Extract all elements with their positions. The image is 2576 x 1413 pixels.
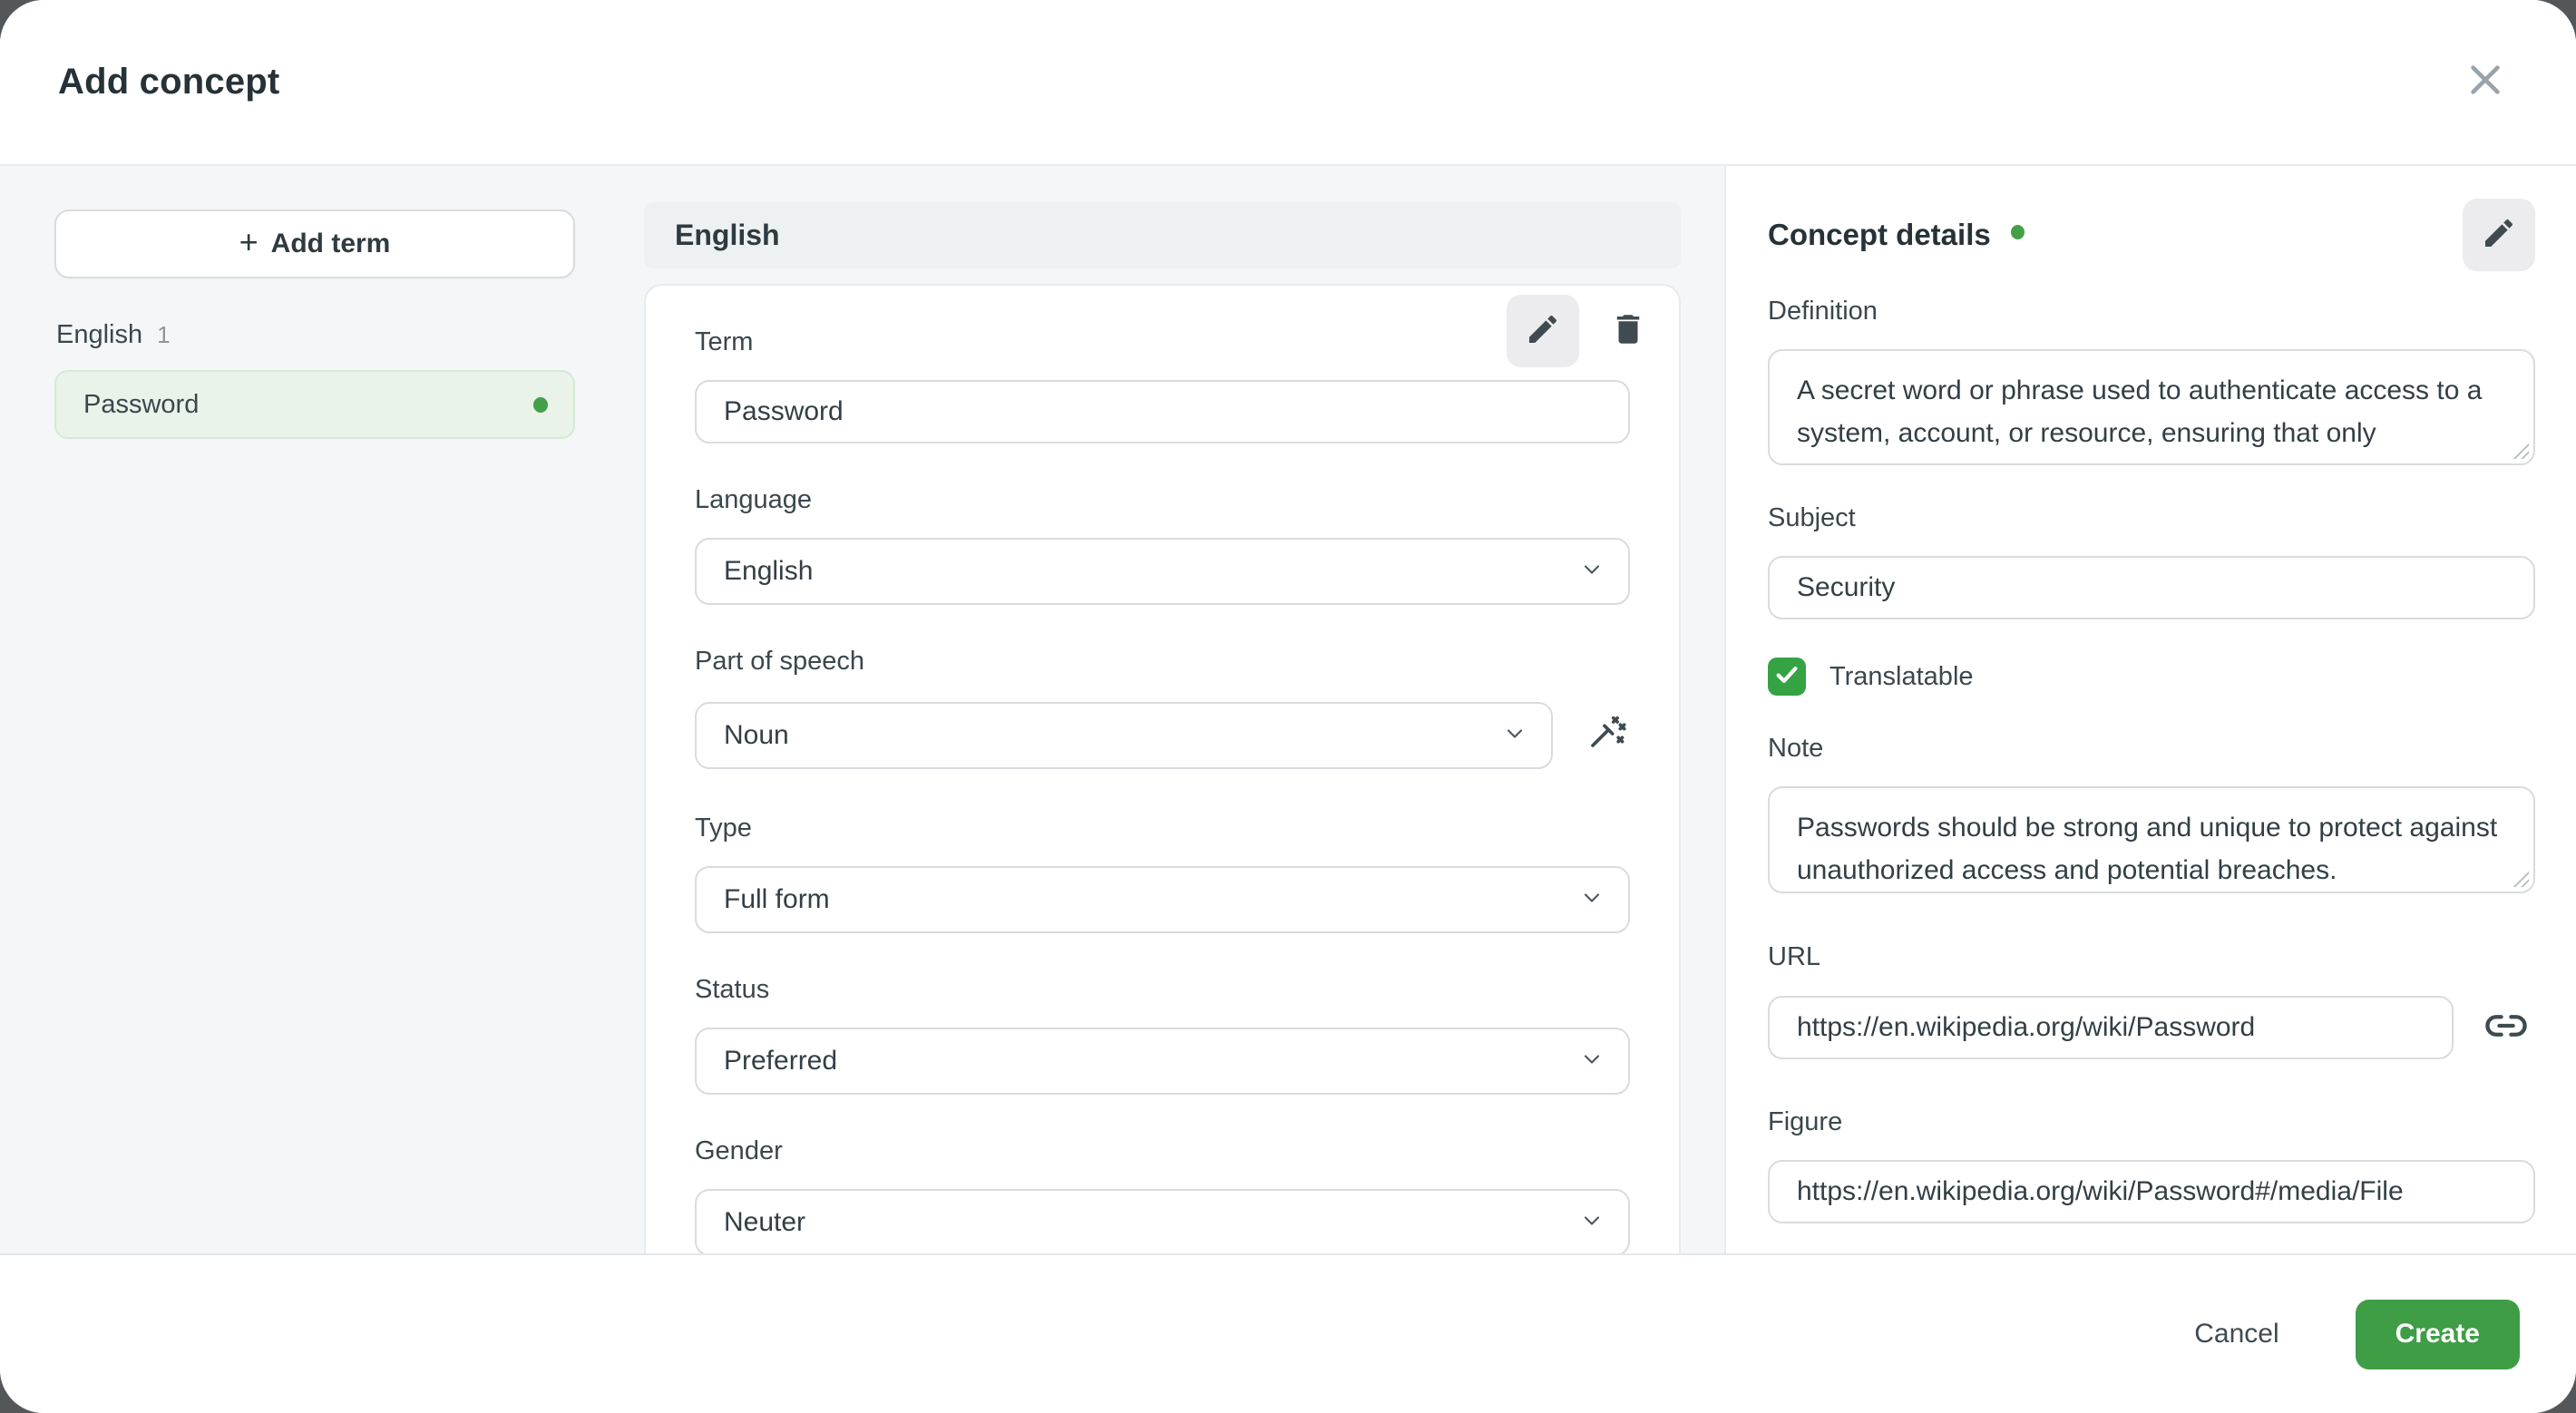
part-of-speech-select[interactable]: Noun [695, 702, 1553, 769]
language-field: Language English [695, 483, 1630, 605]
edit-term-button[interactable] [1507, 295, 1579, 367]
status-select[interactable]: Preferred [695, 1028, 1630, 1095]
status-field: Status Preferred [695, 973, 1630, 1095]
term-field: Term [695, 326, 1630, 443]
edit-concept-button[interactable] [2463, 199, 2535, 271]
figure-field: Figure [1768, 1106, 2535, 1223]
term-card: Term Language English Part of speech [644, 284, 1681, 1253]
check-icon [1773, 661, 1800, 693]
concept-status-dot [2010, 225, 2025, 239]
add-term-button[interactable]: + Add term [54, 210, 575, 278]
close-button[interactable] [2453, 50, 2518, 115]
create-button[interactable]: Create [2355, 1299, 2520, 1369]
type-select[interactable]: Full form [695, 866, 1630, 933]
add-term-label: Add term [270, 229, 391, 258]
figure-label: Figure [1768, 1107, 1843, 1136]
modal-header: Add concept [0, 0, 2576, 166]
translatable-checkbox[interactable] [1768, 658, 1806, 696]
language-label: Language [695, 485, 813, 514]
term-list-item[interactable]: Password [54, 370, 575, 439]
language-group-header: English 1 [54, 320, 575, 350]
link-icon [2483, 1002, 2530, 1054]
language-group-count: 1 [157, 321, 171, 348]
note-label: Note [1768, 734, 1824, 763]
term-panel-header-label: English [675, 219, 780, 251]
subject-label: Subject [1768, 503, 1856, 532]
concept-details-header: Concept details [1768, 199, 2535, 271]
gender-select-value: Neuter [724, 1207, 806, 1237]
part-of-speech-select-value: Noun [724, 720, 789, 750]
url-input[interactable] [1768, 996, 2454, 1059]
chevron-down-icon [1579, 557, 1605, 587]
chevron-down-icon [1579, 885, 1605, 915]
modal-title: Add concept [58, 62, 280, 102]
part-of-speech-field: Part of speech Noun [695, 645, 1630, 772]
term-status-dot [533, 396, 548, 413]
modal-body: + Add term English 1 Password English [0, 166, 2576, 1253]
translatable-field: Translatable [1768, 658, 2535, 696]
definition-label: Definition [1768, 297, 1878, 326]
status-label: Status [695, 975, 770, 1004]
term-panel-header: English [644, 202, 1681, 268]
term-item-label: Password [83, 389, 200, 419]
note-textarea[interactable]: Passwords should be strong and unique to… [1768, 786, 2535, 893]
language-group-name: English [56, 320, 143, 349]
suggest-pos-button[interactable] [1578, 699, 1630, 772]
open-link-button[interactable] [2477, 995, 2535, 1060]
definition-textarea[interactable]: A secret word or phrase used to authenti… [1768, 349, 2535, 465]
close-icon [2464, 59, 2506, 105]
status-select-value: Preferred [724, 1046, 838, 1076]
term-label: Term [695, 327, 754, 356]
language-select[interactable]: English [695, 538, 1630, 605]
type-label: Type [695, 814, 752, 843]
term-panel: English Term [626, 166, 1726, 1253]
type-field: Type Full form [695, 812, 1630, 933]
gender-field: Gender Neuter [695, 1135, 1630, 1253]
concept-details-title: Concept details [1768, 218, 1991, 251]
trash-icon [1609, 310, 1647, 353]
concept-details-panel: Concept details Definition A secret word… [1726, 166, 2576, 1253]
pencil-icon [2481, 215, 2517, 256]
term-input[interactable] [695, 380, 1630, 443]
chevron-down-icon [1579, 1047, 1605, 1077]
subject-input[interactable] [1768, 556, 2535, 619]
language-select-value: English [724, 556, 814, 586]
magic-wand-icon [1581, 710, 1628, 762]
gender-label: Gender [695, 1136, 783, 1165]
url-field: URL [1768, 940, 2535, 1060]
cancel-button[interactable]: Cancel [2194, 1319, 2279, 1349]
pencil-icon [1525, 311, 1561, 352]
delete-term-button[interactable] [1599, 295, 1657, 367]
figure-input[interactable] [1768, 1160, 2535, 1223]
type-select-value: Full form [724, 884, 830, 914]
definition-field: Definition A secret word or phrase used … [1768, 295, 2535, 465]
plus-icon: + [239, 223, 259, 260]
translatable-label: Translatable [1830, 661, 1974, 691]
modal-footer: Cancel Create [0, 1253, 2576, 1413]
subject-field: Subject [1768, 502, 2535, 619]
note-field: Note Passwords should be strong and uniq… [1768, 732, 2535, 893]
chevron-down-icon [1502, 721, 1527, 751]
part-of-speech-label: Part of speech [695, 647, 864, 676]
url-label: URL [1768, 942, 1821, 971]
gender-select[interactable]: Neuter [695, 1189, 1630, 1253]
term-card-actions [1507, 295, 1657, 367]
terms-sidebar: + Add term English 1 Password [0, 166, 626, 1253]
chevron-down-icon [1579, 1208, 1605, 1238]
